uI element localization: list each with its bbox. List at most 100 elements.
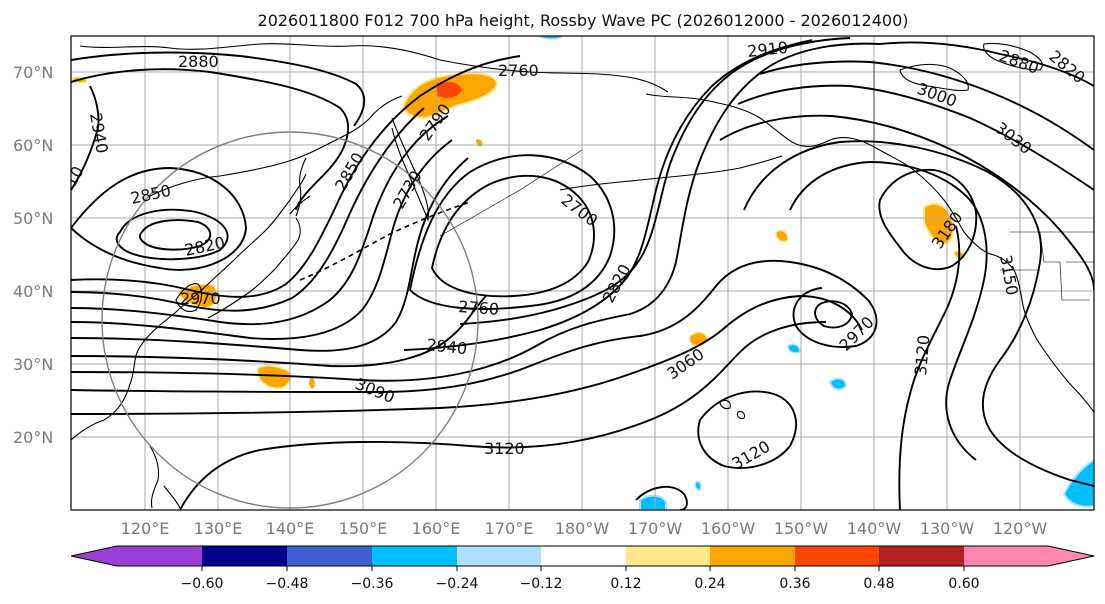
contour-line xyxy=(71,167,247,271)
figure-title: 2026011800 F012 700 hPa height, Rossby W… xyxy=(258,11,909,30)
contour-line xyxy=(71,85,100,191)
contour-label: 2760 xyxy=(458,297,500,319)
colorbar-tick-label: −0.36 xyxy=(351,576,394,592)
contour-line xyxy=(138,219,212,251)
coastline-korea xyxy=(175,283,203,313)
colorbar-segment xyxy=(710,546,795,566)
colorbar: −0.60 −0.48 −0.36 −0.24 −0.12 0.12 0.24 … xyxy=(70,545,1095,592)
contour-line xyxy=(408,154,616,310)
longitude-label: 130°W xyxy=(920,519,975,538)
contour-line xyxy=(737,84,1094,191)
trough-line xyxy=(299,201,471,281)
colorbar-segment xyxy=(879,546,964,566)
positive-anomaly-patch xyxy=(256,365,292,389)
contour-line xyxy=(459,37,851,325)
contour-line xyxy=(71,55,521,298)
contour-line xyxy=(71,295,487,368)
latitude-label: 60°N xyxy=(13,136,53,155)
contour-line xyxy=(697,390,798,469)
longitude-label: 120°W xyxy=(993,519,1048,538)
contour-line xyxy=(431,174,595,298)
border-dateline-ru-us xyxy=(439,149,583,237)
longitude-label: 150°W xyxy=(774,519,829,538)
contour-line xyxy=(719,114,1094,291)
negative-anomaly-patch xyxy=(639,494,667,510)
colorbar-outline xyxy=(70,545,1095,567)
contour-line xyxy=(71,295,863,415)
contour-line xyxy=(71,42,881,382)
contour-label: 3120 xyxy=(484,439,525,458)
longitude-label: 150°E xyxy=(339,519,388,538)
negative-anomaly-patch xyxy=(787,343,801,354)
positive-anomaly-patch xyxy=(775,229,789,243)
longitude-label: 160°E xyxy=(412,519,461,538)
latitude-label: 40°N xyxy=(13,282,53,301)
coastline-sakhalin xyxy=(295,157,307,217)
coastline-aleutians xyxy=(559,155,783,191)
contour-label: 3120 xyxy=(911,334,933,376)
positive-anomaly-patch xyxy=(436,82,462,98)
coastline-east-asia xyxy=(71,173,307,441)
longitude-label: 170°E xyxy=(485,519,534,538)
colorbar-tick-label: −0.24 xyxy=(436,576,479,592)
latitude-label: 20°N xyxy=(13,428,53,447)
negative-anomaly-patch xyxy=(828,377,848,391)
longitude-label: 140°E xyxy=(266,519,315,538)
contour-line xyxy=(898,225,961,510)
border-canada-us xyxy=(1000,231,1094,301)
colorbar-tick-label: 0.12 xyxy=(610,576,641,592)
colorbar-tick-label: 0.48 xyxy=(863,576,894,592)
positive-anomaly-patch xyxy=(689,331,709,347)
longitude-label: 170°W xyxy=(628,519,683,538)
contour-line xyxy=(71,259,878,393)
contour-line xyxy=(878,168,978,271)
colorbar-segment xyxy=(457,546,541,566)
coastline-arctic-islands xyxy=(899,42,1043,92)
contour-label: 2970 xyxy=(180,289,221,308)
contour-line xyxy=(71,115,449,326)
longitude-label: 160°W xyxy=(701,519,756,538)
negative-anomaly-patch xyxy=(694,480,702,491)
height-contours xyxy=(71,37,1094,510)
colorbar-tick-label: 0.60 xyxy=(948,576,979,592)
contour-line xyxy=(71,51,366,127)
plot-frame xyxy=(70,35,1095,511)
colorbar-tick-label: 0.24 xyxy=(694,576,725,592)
contour-line xyxy=(759,60,1094,151)
contour-line xyxy=(71,107,425,312)
coastline-alaska xyxy=(645,93,1094,413)
longitude-label: 180°W xyxy=(555,519,610,538)
colorbar-segment xyxy=(287,546,372,566)
contour-line xyxy=(635,485,688,510)
contour-line xyxy=(115,208,229,261)
coastline-hawaii xyxy=(719,399,746,420)
colorbar-segment xyxy=(795,546,879,566)
colorbar-segment xyxy=(372,546,457,566)
longitude-axis: 120°E 130°E 140°E 150°E 160°E 170°E 180°… xyxy=(121,519,1048,538)
longitude-label: 140°W xyxy=(847,519,902,538)
colorbar-tick-label: −0.48 xyxy=(266,576,309,592)
longitude-label: 120°E xyxy=(121,519,170,538)
latitude-label: 30°N xyxy=(13,355,53,374)
coastline-siberia-north xyxy=(79,43,669,93)
contour-line xyxy=(879,41,1094,87)
contour-line xyxy=(71,68,350,211)
coastline-philippines xyxy=(149,445,181,509)
contour-label: 2910 xyxy=(746,38,788,61)
contour-line xyxy=(814,300,853,329)
colorbar-tick-label: 0.36 xyxy=(779,576,810,592)
borders xyxy=(439,60,1094,301)
colorbar-segment xyxy=(626,546,710,566)
colorbar-tick-label: −0.60 xyxy=(181,576,224,592)
latitude-label: 70°N xyxy=(13,63,53,82)
contour-line xyxy=(179,321,827,510)
positive-anomaly-patch xyxy=(923,202,955,246)
colorbar-segment xyxy=(964,546,1094,566)
contour-line xyxy=(743,140,1094,487)
contour-label: 2940 xyxy=(426,335,468,358)
contour-line xyxy=(403,39,813,351)
longitude-label: 130°E xyxy=(194,519,243,538)
latitude-label: 50°N xyxy=(13,209,53,228)
colorbar-segment xyxy=(71,546,202,566)
